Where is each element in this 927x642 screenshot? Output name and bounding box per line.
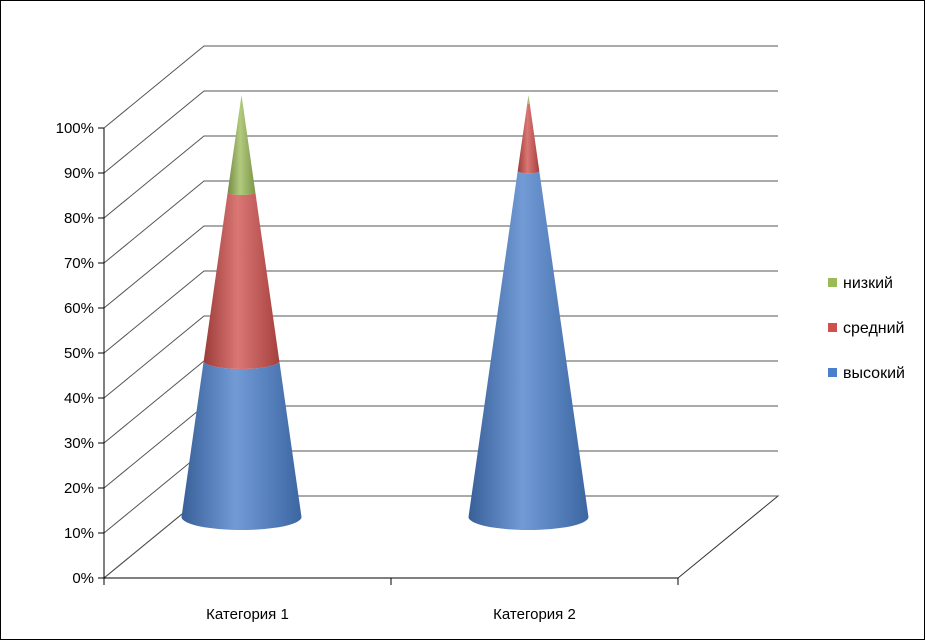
y-tick-label: 100% (56, 120, 94, 137)
category-label: Категория 2 (493, 606, 576, 623)
cones (181, 95, 589, 531)
cone-segment (468, 170, 589, 531)
cone-segment (227, 95, 256, 196)
legend-label: низкий (843, 275, 893, 292)
y-tick-label: 20% (64, 480, 94, 497)
gridline (103, 270, 778, 354)
cone-1 (181, 95, 302, 531)
gridline (103, 180, 778, 264)
gridline (103, 225, 778, 309)
cone-segment (517, 103, 540, 174)
y-tick-label: 60% (64, 300, 94, 317)
y-tick-label: 40% (64, 390, 94, 407)
cone-segment (181, 360, 302, 531)
y-tick-label: 0% (72, 570, 94, 587)
y-tick-label: 50% (64, 345, 94, 362)
legend-label: высокий (843, 365, 905, 382)
cone-2 (468, 95, 589, 531)
cone-segment (203, 192, 280, 370)
x-axis: Категория 1 Категория 2 (103, 577, 679, 623)
legend-swatch (828, 323, 837, 332)
y-tick-label: 70% (64, 255, 94, 272)
legend-swatch (828, 368, 837, 377)
legend-label: средний (843, 320, 905, 337)
gridline (103, 135, 778, 219)
gridline (103, 315, 778, 399)
gridline (103, 45, 778, 129)
legend: низкий средний высокий (828, 275, 905, 382)
category-label: Категория 1 (206, 606, 289, 623)
y-tick-label: 10% (64, 525, 94, 542)
y-tick-label: 90% (64, 165, 94, 182)
gridline (103, 90, 778, 174)
y-tick-label: 80% (64, 210, 94, 227)
y-axis: 0% 10% 20% 30% 40% 50% 60% 70% 80% 90% 100% (56, 120, 105, 587)
y-tick-label: 30% (64, 435, 94, 452)
cone-segment (527, 95, 530, 104)
legend-swatch (828, 278, 837, 287)
